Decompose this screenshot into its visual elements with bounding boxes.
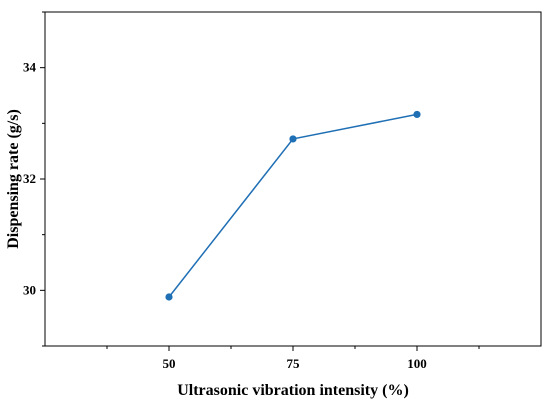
y-tick-label: 32 [23, 171, 36, 186]
x-tick-label: 100 [407, 356, 427, 371]
y-axis-title: Dispensing rate (g/s) [5, 109, 22, 249]
series-layer [165, 110, 421, 301]
data-point [289, 135, 297, 143]
x-tick-label: 50 [163, 356, 176, 371]
data-point [413, 110, 421, 119]
x-tick-label: 75 [287, 356, 301, 371]
data-point [165, 293, 173, 301]
plot-frame [44, 11, 542, 347]
x-axis-title: Ultrasonic vibration intensity (%) [177, 382, 409, 399]
axis-ticks: 50 75 100 30 32 34 [23, 11, 480, 371]
y-tick-label: 34 [23, 60, 37, 75]
y-tick-label: 30 [23, 282, 36, 297]
